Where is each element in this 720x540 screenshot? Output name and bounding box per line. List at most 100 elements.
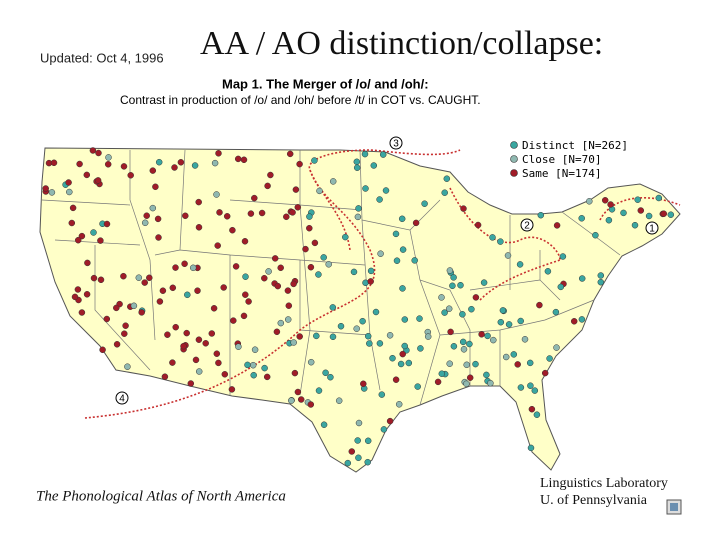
- survey-point: [214, 242, 221, 249]
- survey-point: [570, 318, 578, 325]
- survey-point: [620, 209, 627, 217]
- survey-point: [411, 257, 418, 264]
- university-name: U. of Pennsylvania: [540, 493, 648, 508]
- survey-point: [242, 273, 249, 280]
- survey-point: [267, 171, 274, 179]
- survey-point: [378, 391, 386, 398]
- survey-point: [291, 369, 299, 377]
- nav-button-icon: [670, 503, 678, 511]
- map-title: Map 1. The Merger of /o/ and /oh/:: [222, 76, 429, 91]
- survey-point: [457, 281, 464, 289]
- survey-point: [315, 271, 322, 278]
- survey-point: [441, 309, 448, 316]
- survey-point: [265, 268, 272, 275]
- survey-point: [138, 309, 145, 316]
- survey-point: [631, 221, 639, 229]
- survey-point: [290, 339, 297, 346]
- survey-point: [99, 346, 106, 354]
- survey-point: [247, 210, 255, 217]
- survey-point: [315, 387, 323, 394]
- survey-point: [120, 272, 127, 280]
- survey-point: [124, 363, 131, 370]
- survey-point: [249, 361, 257, 369]
- survey-point: [220, 284, 227, 291]
- survey-point: [544, 268, 552, 275]
- survey-point: [377, 250, 384, 257]
- survey-point: [392, 376, 400, 383]
- survey-point: [164, 331, 171, 338]
- survey-point: [360, 380, 367, 388]
- nav-icon[interactable]: [666, 499, 682, 515]
- survey-point: [215, 359, 222, 367]
- survey-point: [216, 209, 223, 216]
- survey-point: [127, 172, 134, 179]
- survey-point: [149, 167, 157, 174]
- survey-point: [141, 279, 148, 286]
- survey-point: [335, 397, 343, 404]
- survey-point: [364, 437, 372, 445]
- survey-point: [189, 264, 197, 272]
- survey-point: [487, 379, 494, 387]
- survey-point: [74, 286, 82, 293]
- survey-point: [483, 371, 490, 379]
- survey-point: [401, 342, 408, 350]
- survey-point: [438, 370, 446, 377]
- survey-point: [325, 261, 332, 268]
- survey-point: [307, 358, 315, 366]
- atlas-name: The Phonological Atlas of North America: [36, 488, 286, 504]
- legend-swatch: [510, 169, 518, 177]
- isoglosses: [84, 149, 681, 419]
- lab-name: Linguistics Laboratory: [540, 476, 668, 491]
- survey-point: [497, 238, 504, 245]
- survey-point: [181, 260, 188, 268]
- survey-point: [90, 274, 98, 282]
- survey-point: [232, 263, 240, 270]
- updated-date: Updated: Oct 4, 1996: [40, 50, 164, 65]
- survey-point: [104, 161, 112, 168]
- legend-label: Same [N=174]: [522, 167, 601, 180]
- survey-point: [250, 371, 257, 379]
- survey-point: [171, 164, 178, 171]
- survey-point: [405, 359, 413, 367]
- survey-point: [463, 361, 470, 369]
- survey-point: [516, 261, 524, 268]
- survey-point: [450, 343, 458, 350]
- survey-point: [211, 159, 219, 167]
- survey-points: [42, 147, 675, 467]
- survey-point: [103, 315, 111, 323]
- survey-point: [478, 331, 485, 338]
- survey-point: [240, 156, 248, 164]
- survey-point: [105, 154, 112, 161]
- survey-point: [536, 301, 543, 309]
- survey-point: [235, 343, 242, 350]
- survey-point: [143, 212, 150, 219]
- survey-point: [89, 147, 97, 154]
- survey-point: [362, 185, 369, 192]
- survey-point: [184, 291, 191, 299]
- survey-point: [307, 263, 315, 271]
- survey-point: [284, 287, 292, 294]
- survey-point: [258, 209, 266, 217]
- survey-point: [83, 291, 91, 298]
- survey-point: [655, 194, 663, 202]
- survey-point: [510, 351, 518, 358]
- survey-point: [434, 378, 442, 386]
- survey-point: [50, 159, 58, 167]
- survey-point: [460, 346, 468, 353]
- slide-title: AA / AO distinction/collapse:: [200, 25, 603, 62]
- survey-point: [546, 355, 553, 362]
- survey-point: [74, 236, 82, 244]
- survey-point: [376, 196, 383, 203]
- survey-point: [372, 308, 380, 316]
- survey-point: [195, 336, 203, 343]
- survey-point: [517, 317, 524, 325]
- survey-point: [182, 212, 189, 220]
- survey-point: [149, 204, 157, 212]
- survey-point: [83, 171, 91, 179]
- survey-point: [502, 353, 510, 361]
- survey-point: [283, 213, 290, 221]
- survey-point: [337, 322, 345, 330]
- survey-point: [348, 448, 356, 455]
- map-subtitle: Contrast in production of /o/ and /oh/ b…: [120, 93, 481, 107]
- survey-point: [195, 198, 202, 206]
